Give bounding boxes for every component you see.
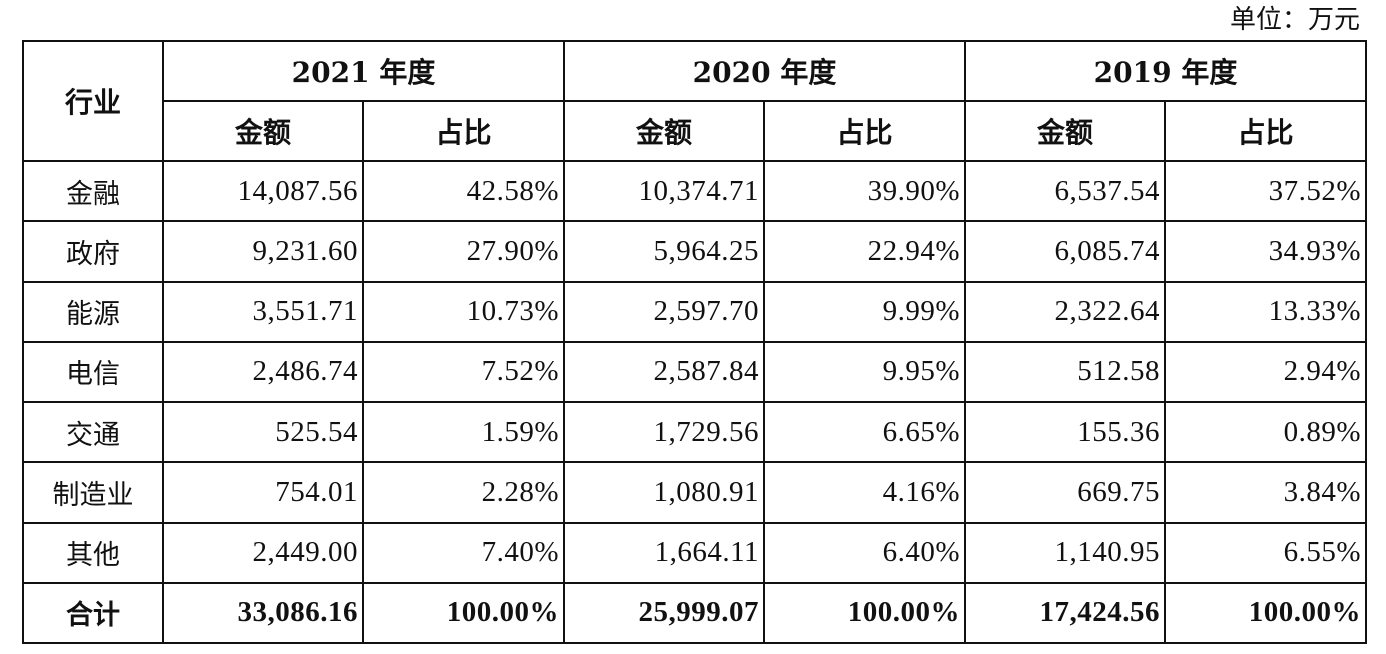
- table-row: 金融 14,087.56 42.58% 10,374.71 39.90% 6,5…: [22, 159, 1367, 223]
- share-cell: 42.58%: [362, 159, 565, 223]
- share-cell: 34.93%: [1164, 220, 1367, 283]
- amount-cell: 669.75: [964, 461, 1166, 524]
- share-cell: 3.84%: [1164, 461, 1367, 524]
- total-amount-2019: 17,424.56: [964, 581, 1166, 645]
- total-share-2019: 100.00%: [1164, 581, 1367, 645]
- table-row: 能源 3,551.71 10.73% 2,597.70 9.99% 2,322.…: [22, 280, 1367, 343]
- amount-cell: 10,374.71: [563, 159, 765, 223]
- industry-cell: 能源: [22, 280, 164, 343]
- amount-cell: 5,964.25: [563, 220, 765, 283]
- industry-revenue-table: 行业 2021 年度 2020 年度 2019 年度 金额 占比 金额 占比 金…: [22, 40, 1367, 645]
- amount-cell: 525.54: [162, 400, 364, 464]
- industry-cell: 制造业: [22, 461, 164, 524]
- amount-cell: 9,231.60: [162, 220, 364, 283]
- header-share-2020: 占比: [763, 100, 966, 162]
- share-cell: 7.40%: [362, 521, 565, 584]
- share-cell: 37.52%: [1164, 159, 1367, 223]
- table-row: 电信 2,486.74 7.52% 2,587.84 9.95% 512.58 …: [22, 340, 1367, 404]
- header-year-2021: 2021 年度: [162, 40, 565, 102]
- header-industry: 行业: [22, 40, 164, 162]
- unit-label: 单位：万元: [1229, 5, 1360, 35]
- industry-cell: 政府: [22, 220, 164, 283]
- amount-cell: 1,140.95: [964, 521, 1166, 584]
- table-row: 其他 2,449.00 7.40% 1,664.11 6.40% 1,140.9…: [22, 521, 1367, 584]
- amount-cell: 1,729.56: [563, 400, 765, 464]
- header-row-years: 行业 2021 年度 2020 年度 2019 年度: [22, 40, 1367, 162]
- share-cell: 7.52%: [362, 340, 565, 404]
- header-year-2019: 2019 年度: [964, 40, 1367, 102]
- amount-cell: 1,080.91: [563, 461, 765, 524]
- amount-cell: 2,587.84: [563, 340, 765, 404]
- header-amount-2021: 金额: [162, 100, 364, 162]
- amount-cell: 14,087.56: [162, 159, 364, 223]
- header-amount-2020: 金额: [563, 100, 765, 162]
- total-share-2021: 100.00%: [362, 581, 565, 645]
- share-cell: 4.16%: [763, 461, 966, 524]
- total-row: 合计 33,086.16 100.00% 25,999.07 100.00% 1…: [22, 581, 1367, 645]
- total-amount-2020: 25,999.07: [563, 581, 765, 645]
- amount-cell: 6,085.74: [964, 220, 1166, 283]
- share-cell: 27.90%: [362, 220, 565, 283]
- industry-cell: 交通: [22, 400, 164, 464]
- header-share-2021: 占比: [362, 100, 565, 162]
- share-cell: 6.55%: [1164, 521, 1367, 584]
- share-cell: 6.65%: [763, 400, 966, 464]
- total-label: 合计: [22, 581, 164, 645]
- share-cell: 6.40%: [763, 521, 966, 584]
- amount-cell: 512.58: [964, 340, 1166, 404]
- amount-cell: 155.36: [964, 400, 1166, 464]
- share-cell: 22.94%: [763, 220, 966, 283]
- share-cell: 9.99%: [763, 280, 966, 343]
- amount-cell: 2,449.00: [162, 521, 364, 584]
- header-year-2020: 2020 年度: [563, 40, 966, 102]
- share-cell: 39.90%: [763, 159, 966, 223]
- industry-cell: 其他: [22, 521, 164, 584]
- industry-cell: 电信: [22, 340, 164, 404]
- amount-cell: 2,597.70: [563, 280, 765, 343]
- share-cell: 9.95%: [763, 340, 966, 404]
- amount-cell: 3,551.71: [162, 280, 364, 343]
- amount-cell: 2,322.64: [964, 280, 1166, 343]
- share-cell: 1.59%: [362, 400, 565, 464]
- table-row: 交通 525.54 1.59% 1,729.56 6.65% 155.36 0.…: [22, 400, 1367, 464]
- total-amount-2021: 33,086.16: [162, 581, 364, 645]
- header-row-metrics: 金额 占比 金额 占比 金额 占比: [23, 100, 1367, 162]
- amount-cell: 2,486.74: [162, 340, 364, 404]
- share-cell: 0.89%: [1164, 400, 1367, 464]
- amount-cell: 1,664.11: [563, 521, 765, 584]
- share-cell: 10.73%: [362, 280, 565, 343]
- header-share-2019: 占比: [1164, 100, 1367, 162]
- share-cell: 2.94%: [1164, 340, 1367, 404]
- industry-cell: 金融: [22, 159, 164, 223]
- share-cell: 2.28%: [362, 461, 565, 524]
- header-amount-2019: 金额: [964, 100, 1166, 162]
- table-row: 政府 9,231.60 27.90% 5,964.25 22.94% 6,085…: [22, 220, 1367, 283]
- amount-cell: 754.01: [162, 461, 364, 524]
- share-cell: 13.33%: [1164, 280, 1367, 343]
- amount-cell: 6,537.54: [964, 159, 1166, 223]
- table-row: 制造业 754.01 2.28% 1,080.91 4.16% 669.75 3…: [22, 461, 1367, 524]
- total-share-2020: 100.00%: [763, 581, 966, 645]
